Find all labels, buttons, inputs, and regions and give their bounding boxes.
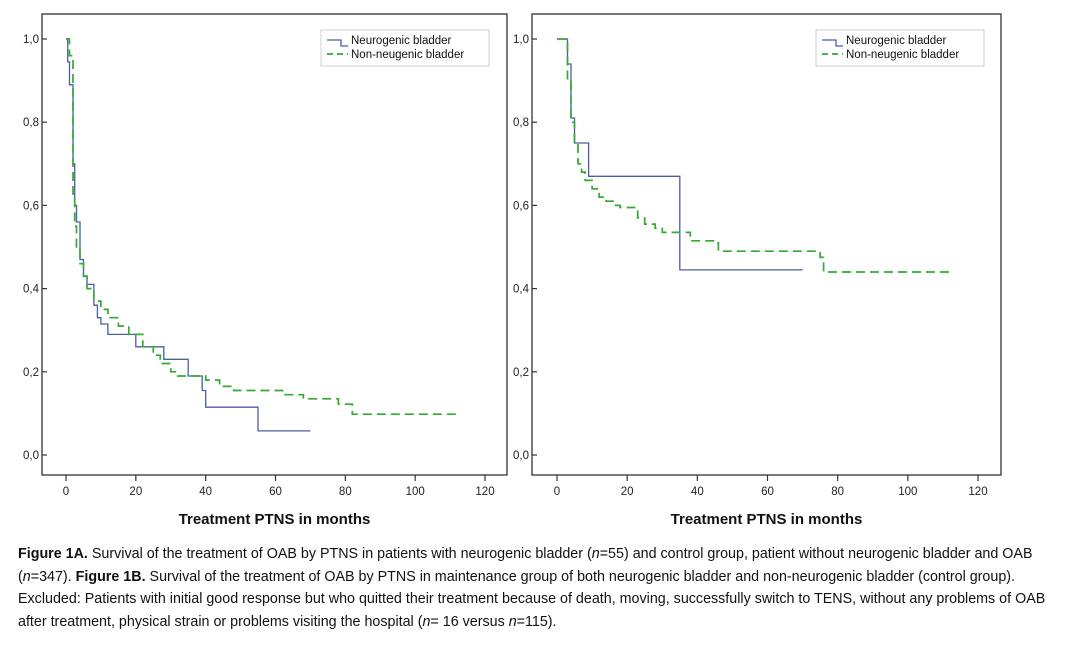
legend-swatch (327, 39, 348, 47)
plot-frame (531, 13, 1002, 476)
legend-label: Neurogenic bladder (351, 35, 452, 47)
figure-caption: Figure 1A. Survival of the treatment of … (18, 543, 1070, 633)
y-tick-label: 0,4 (513, 284, 530, 296)
legend: Neurogenic bladder Non-neugenic bladder (320, 29, 490, 67)
y-tick-label: 0,4 (23, 284, 40, 296)
legend-swatch (822, 39, 843, 47)
caption-text-4: Survival of the treatment of OAB by PTNS… (18, 568, 1046, 630)
x-tick-label: 40 (199, 486, 212, 498)
x-tick-label: 120 (475, 486, 494, 498)
x-tick-label: 100 (898, 486, 917, 498)
caption-text-2: =55) and control group, patient without … (18, 546, 1033, 585)
legend-box (815, 29, 985, 67)
y-tick-label: 0,2 (23, 367, 39, 379)
x-tick-label: 120 (968, 486, 987, 498)
x-tick-label: 40 (691, 486, 704, 498)
y-tick-label: 0,8 (23, 117, 39, 129)
y-tick-label: 0,2 (513, 367, 529, 379)
figure-1b-label: Figure 1B. (75, 568, 146, 585)
y-tick-label: 0,6 (23, 200, 39, 212)
caption-n-1: n (591, 546, 600, 562)
x-tick-label: 20 (129, 486, 142, 498)
legend-label: Non-neugenic bladder (846, 49, 959, 61)
x-tick-label: 60 (761, 486, 774, 498)
caption-n-4: n (508, 613, 517, 630)
series-line-non-neurogenic (66, 38, 458, 416)
legend-label: Non-neugenic bladder (351, 49, 464, 61)
x-tick-label: 100 (406, 486, 425, 498)
figure-1a-label: Figure 1A. (18, 546, 88, 562)
x-tick-label: 60 (269, 486, 282, 498)
x-axis-label: Treatment PTNS in months (179, 511, 371, 528)
legend-label: Neurogenic bladder (846, 35, 947, 47)
x-tick-label: 20 (621, 486, 634, 498)
x-tick-label: 80 (339, 486, 352, 498)
y-tick-label: 1,0 (513, 34, 529, 46)
caption-text-1: Survival of the treatment of OAB by PTNS… (87, 546, 592, 562)
y-tick-label: 0,8 (513, 117, 529, 129)
series-line-non-neurogenic (557, 38, 950, 273)
x-tick-label: 80 (831, 486, 844, 498)
y-tick-label: 0,6 (513, 200, 529, 212)
legend-box (320, 29, 490, 67)
caption-text-3: =347). (30, 568, 76, 585)
x-axis-label: Treatment PTNS in months (671, 511, 863, 528)
caption-text-5: = 16 versus (430, 613, 509, 630)
figure-1-panels: 0,0 0,2 0,4 0,6 0,8 1,0 0 20 40 60 80 100 120 Treatme… (23, 13, 1002, 528)
caption-n-3: n (422, 613, 431, 630)
caption-text-6: =115). (516, 613, 557, 630)
chart-panel-b: 0,0 0,2 0,4 0,6 0,8 1,0 0 20 40 60 80 100 120 Treatme… (513, 13, 1002, 528)
y-tick-label: 0,0 (513, 450, 529, 462)
legend: Neurogenic bladder Non-neugenic bladder (815, 29, 985, 67)
plot-frame (41, 13, 508, 476)
x-tick-label: 0 (63, 486, 69, 498)
x-tick-label: 0 (554, 486, 560, 498)
chart-panel-a: 0,0 0,2 0,4 0,6 0,8 1,0 0 20 40 60 80 100 120 Treatme… (23, 13, 508, 528)
y-tick-label: 1,0 (23, 34, 39, 46)
y-tick-label: 0,0 (23, 450, 39, 462)
caption-n-2: n (22, 568, 31, 585)
